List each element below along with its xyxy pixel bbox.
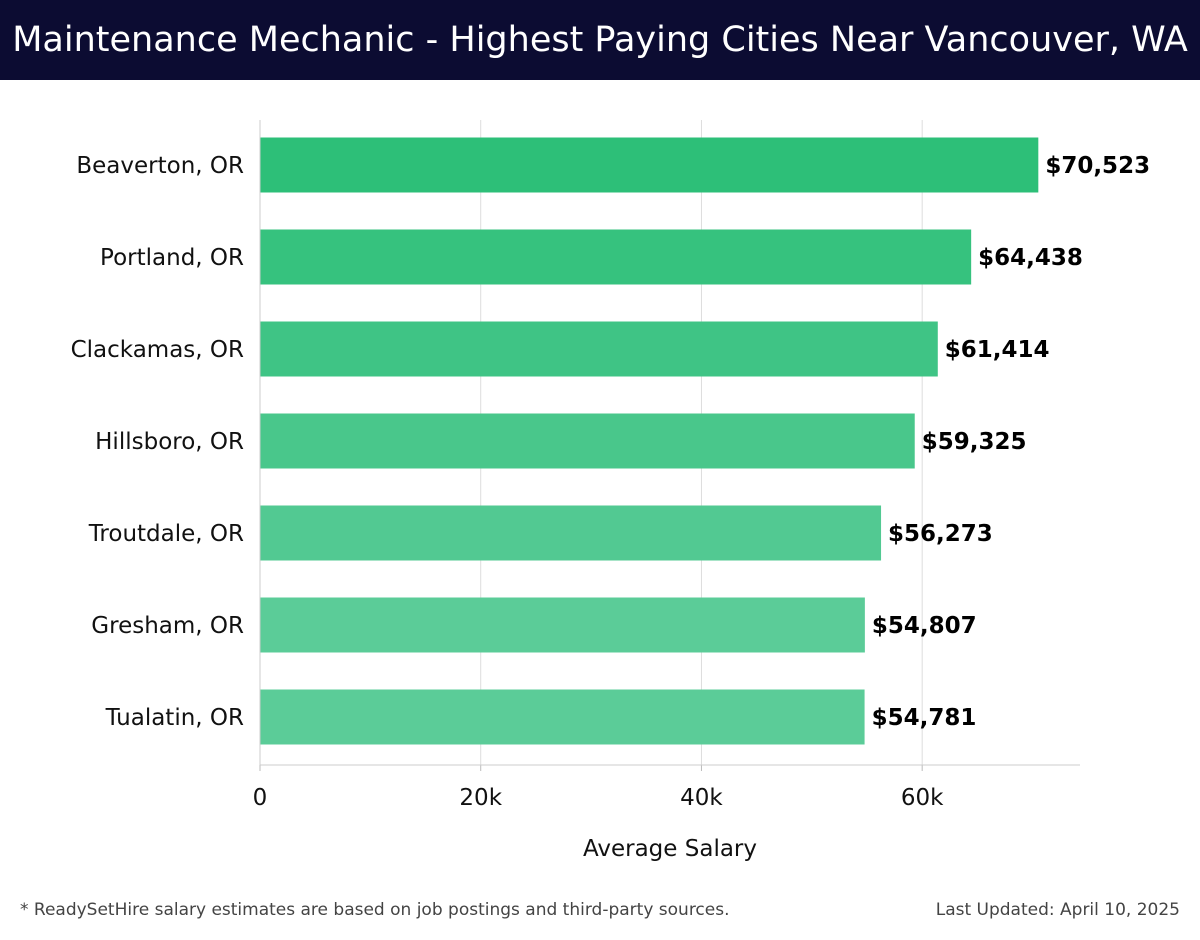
category-label: Gresham, OR (91, 613, 244, 639)
chart-title: Maintenance Mechanic - Highest Paying Ci… (12, 20, 1188, 60)
bar (260, 689, 865, 745)
x-axis-title: Average Salary (583, 836, 757, 862)
x-tick-label: 60k (901, 785, 944, 811)
bar (260, 229, 972, 285)
footnote: * ReadySetHire salary estimates are base… (20, 900, 730, 920)
salary-bar-chart: 0 20k 40k 60k Beaverton, OR $70,523 Portland,… (71, 120, 1150, 862)
category-label: Tualatin, OR (105, 705, 244, 731)
category-label: Beaverton, OR (76, 153, 244, 179)
value-label: $56,273 (888, 521, 993, 547)
category-label: Troutdale, OR (88, 521, 244, 547)
x-tick-label: 40k (680, 785, 723, 811)
bar (260, 413, 915, 469)
value-label: $61,414 (945, 337, 1050, 363)
bars (260, 137, 1039, 745)
bar (260, 505, 882, 561)
bar (260, 137, 1039, 193)
category-label: Clackamas, OR (71, 337, 244, 363)
x-tick-label: 20k (459, 785, 502, 811)
value-label: $59,325 (922, 429, 1027, 455)
bar (260, 597, 865, 653)
category-label: Portland, OR (100, 245, 244, 271)
value-label: $70,523 (1045, 153, 1150, 179)
x-tick-label: 0 (253, 785, 268, 811)
last-updated: Last Updated: April 10, 2025 (935, 900, 1180, 920)
value-label: $54,807 (872, 613, 977, 639)
value-label: $54,781 (872, 705, 977, 731)
x-axis: 0 20k 40k 60k (253, 120, 1080, 811)
bar (260, 321, 938, 377)
labels: Beaverton, OR $70,523 Portland, OR $64,438 C… (71, 153, 1150, 731)
category-label: Hillsboro, OR (95, 429, 244, 455)
value-label: $64,438 (978, 245, 1083, 271)
title-bar: Maintenance Mechanic - Highest Paying Ci… (0, 0, 1200, 80)
